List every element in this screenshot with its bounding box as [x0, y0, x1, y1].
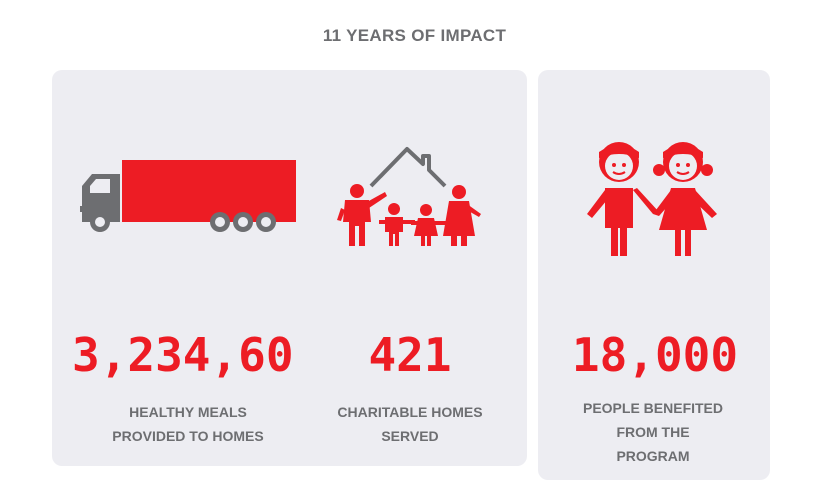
homes-count: 421	[368, 330, 452, 380]
homes-label: CHARITABLE HOMES SERVED	[330, 400, 490, 448]
people-count: 18,000	[571, 330, 739, 380]
children-icon	[587, 142, 717, 256]
meals-label-line2: PROVIDED TO HOMES	[112, 428, 264, 444]
meals-label-line1: HEALTHY MEALS	[129, 404, 247, 420]
section-title: 11 YEARS OF IMPACT	[322, 26, 507, 45]
impact-card-left	[52, 70, 527, 466]
family-home-icon	[337, 147, 481, 246]
homes-label-line1: CHARITABLE HOMES	[337, 404, 483, 420]
meals-count: 3,234,600	[72, 330, 294, 380]
truck-icon	[80, 160, 296, 232]
people-label-line2: FROM THE	[616, 424, 690, 440]
impact-card-right	[538, 70, 770, 480]
homes-label-line2: SERVED	[381, 428, 439, 444]
people-label-line3: PROGRAM	[616, 448, 690, 464]
people-label: PEOPLE BENEFITED FROM THE PROGRAM	[568, 396, 738, 468]
meals-label: HEALTHY MEALS PROVIDED TO HOMES	[90, 400, 286, 448]
people-label-line1: PEOPLE BENEFITED	[582, 400, 724, 416]
